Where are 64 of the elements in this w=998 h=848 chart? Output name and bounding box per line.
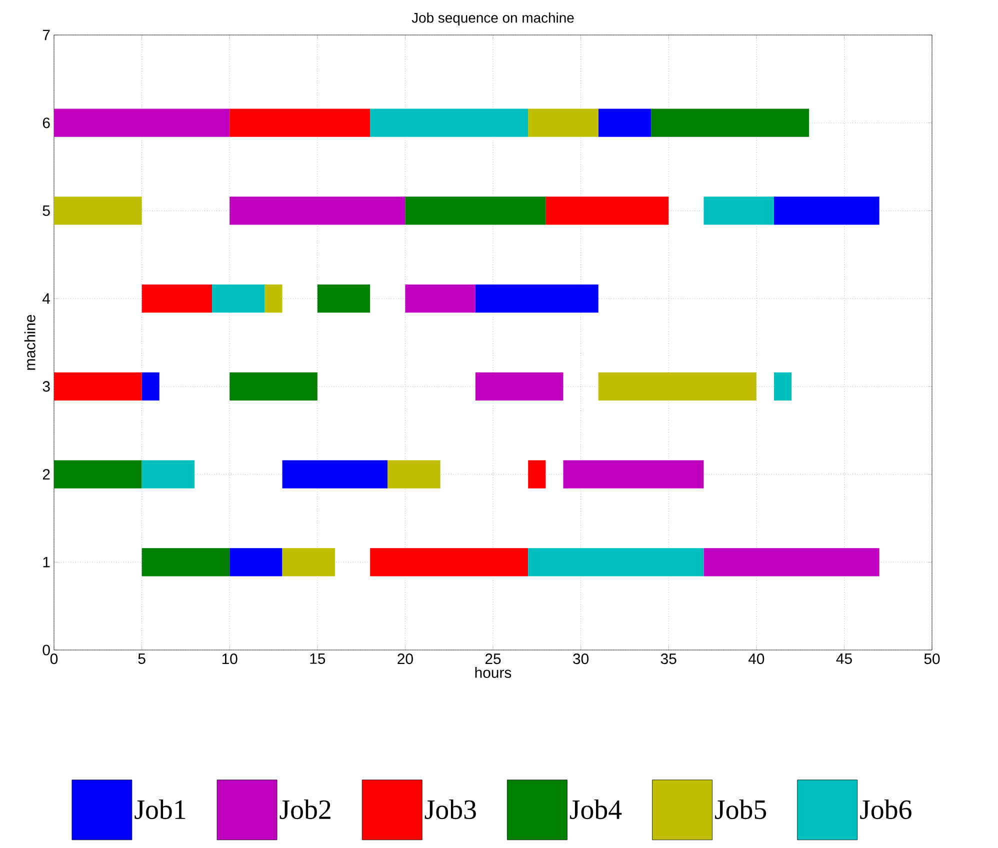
bar [142, 460, 194, 488]
chart-title: Job sequence on machine [412, 12, 574, 26]
bar [528, 108, 598, 137]
x-tick-label: 40 [748, 654, 764, 664]
x-tick-label: 25 [485, 654, 501, 664]
legend-label: Job3 [424, 799, 476, 820]
x-tick-label: 30 [573, 654, 589, 664]
bar [54, 196, 142, 225]
x-tick-label: 35 [660, 654, 676, 664]
bar [405, 284, 476, 313]
bar [563, 460, 704, 488]
bar [388, 460, 440, 488]
y-tick-label: 0 [42, 644, 50, 656]
bar [54, 372, 142, 400]
bar [370, 108, 528, 137]
y-axis-title: machine [24, 314, 36, 370]
y-tick-label: 5 [42, 206, 50, 216]
x-tick-label: 5 [138, 654, 146, 664]
bar [546, 196, 669, 225]
bar [704, 548, 880, 576]
legend-label: Job4 [570, 799, 622, 820]
bar [230, 196, 406, 225]
bar [704, 196, 774, 225]
legend-label: Job6 [860, 799, 912, 820]
x-tick-label: 10 [222, 654, 238, 664]
bar [774, 372, 792, 400]
bar [475, 372, 564, 400]
y-tick-label: 4 [42, 293, 50, 304]
bar [282, 548, 335, 576]
x-tick-label: 45 [836, 654, 852, 664]
bar [317, 284, 370, 313]
bar [230, 548, 282, 576]
legend-label: Job5 [715, 799, 766, 820]
x-tick-label: 50 [924, 654, 940, 664]
bar [142, 284, 212, 313]
y-tick-label: 6 [42, 118, 50, 128]
bar [774, 196, 880, 225]
x-tick-label: 0 [50, 654, 58, 664]
bar [475, 284, 598, 313]
bar [230, 372, 318, 400]
bar [142, 372, 160, 400]
y-tick-label: 2 [42, 469, 50, 480]
bar [54, 460, 142, 488]
bar [370, 548, 528, 576]
y-tick-label: 1 [43, 557, 50, 568]
bar [528, 460, 546, 488]
bar [212, 284, 265, 313]
bar [142, 548, 230, 576]
bar [598, 108, 652, 137]
x-tick-label: 15 [310, 654, 326, 664]
bar [54, 108, 230, 137]
x-tick-label: 20 [398, 654, 413, 664]
bar [651, 108, 810, 137]
legend-label: Job1 [134, 799, 186, 820]
y-tick-label: 3 [42, 381, 50, 392]
y-tick-label: 7 [42, 30, 50, 40]
bar [528, 548, 704, 576]
bar [230, 108, 370, 137]
legend-label: Job2 [280, 799, 330, 820]
bar [264, 284, 282, 313]
bar [282, 460, 388, 488]
bar [405, 196, 546, 225]
bar [598, 372, 756, 400]
x-axis-title: hours [475, 666, 512, 678]
